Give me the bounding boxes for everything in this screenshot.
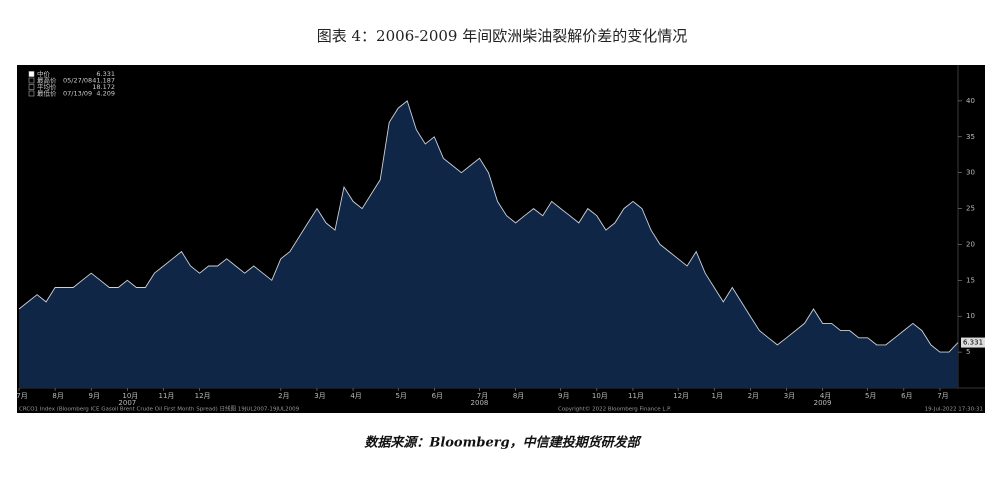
x-tick-label: 2月 bbox=[748, 392, 759, 400]
x-tick-label: 10月 bbox=[592, 392, 608, 400]
y-tick-label: 25 bbox=[966, 205, 975, 213]
x-tick-label: 8月 bbox=[513, 392, 524, 400]
legend-label: 平均价 bbox=[37, 82, 57, 91]
legend-swatch bbox=[28, 90, 35, 97]
x-tick-label: 5月 bbox=[395, 392, 406, 400]
legend-label: 中价 bbox=[37, 69, 51, 78]
legend-date: 05/27/08 bbox=[63, 77, 92, 85]
x-tick-label: 5月 bbox=[865, 392, 876, 400]
last-value-tag bbox=[961, 337, 985, 348]
y-tick-label: 40 bbox=[966, 97, 975, 105]
year-label: 2009 bbox=[814, 399, 832, 407]
footer-text: Copyright© 2022 Bloomberg Finance L.P. bbox=[558, 406, 672, 413]
legend-label: 最高价 bbox=[37, 76, 57, 85]
footer-text: CRCO1 Index (Bloomberg ICE Gasoil Brent … bbox=[19, 405, 300, 413]
x-tick-label: 7月 bbox=[16, 392, 27, 400]
x-tick-label: 10月 bbox=[122, 392, 138, 400]
legend-value: 41.187 bbox=[92, 77, 115, 85]
legend-date: 07/13/09 bbox=[63, 90, 92, 98]
year-label: 2008 bbox=[471, 399, 489, 407]
x-tick-label: 11月 bbox=[628, 392, 644, 400]
y-tick-label: 35 bbox=[966, 133, 975, 141]
x-tick-label: 3月 bbox=[314, 392, 325, 400]
y-tick-label: 10 bbox=[966, 312, 975, 320]
legend-label: 最低价 bbox=[37, 89, 57, 98]
legend-value: 4.209 bbox=[96, 90, 115, 98]
y-tick-label: 30 bbox=[966, 169, 975, 177]
x-tick-label: 1月 bbox=[711, 392, 722, 400]
year-label: 2007 bbox=[118, 399, 136, 407]
x-tick-label: 6月 bbox=[432, 392, 443, 400]
x-tick-label: 4月 bbox=[820, 392, 831, 400]
footer-text: 19-Jul-2022 17:30:31 bbox=[925, 407, 983, 413]
source-note: 数据来源：Bloomberg，中信建投期货研发部 bbox=[364, 435, 642, 451]
area bbox=[19, 100, 958, 389]
y-tick-label: 5 bbox=[966, 348, 970, 356]
x-tick-label: 7月 bbox=[477, 392, 488, 400]
x-tick-label: 12月 bbox=[673, 392, 689, 400]
page-title: 图表 4：2006-2009 年间欧洲柴油裂解价差的变化情况 bbox=[317, 27, 688, 45]
x-tick-label: 11月 bbox=[159, 392, 175, 400]
y-tick-label: 20 bbox=[966, 240, 975, 248]
legend-swatch bbox=[28, 71, 35, 77]
line bbox=[18, 100, 959, 353]
legend-swatch bbox=[28, 77, 35, 84]
x-tick-label: 2月 bbox=[278, 392, 289, 400]
x-tick-label: 7月 bbox=[937, 392, 948, 400]
y-tick-label: 15 bbox=[966, 276, 975, 284]
legend-value: 6.331 bbox=[96, 70, 115, 78]
x-tick-label: 12月 bbox=[195, 392, 211, 400]
x-tick-label: 4月 bbox=[350, 392, 361, 400]
x-tick-label: 3月 bbox=[784, 392, 795, 400]
legend-value: 18.172 bbox=[92, 83, 115, 91]
x-tick-label: 9月 bbox=[88, 392, 99, 400]
x-tick-label: 6月 bbox=[901, 392, 912, 400]
x-tick-label: 8月 bbox=[52, 392, 63, 400]
legend-swatch bbox=[28, 84, 35, 90]
last-value-label: 6.331 bbox=[963, 339, 983, 347]
x-tick-label: 9月 bbox=[558, 392, 569, 400]
